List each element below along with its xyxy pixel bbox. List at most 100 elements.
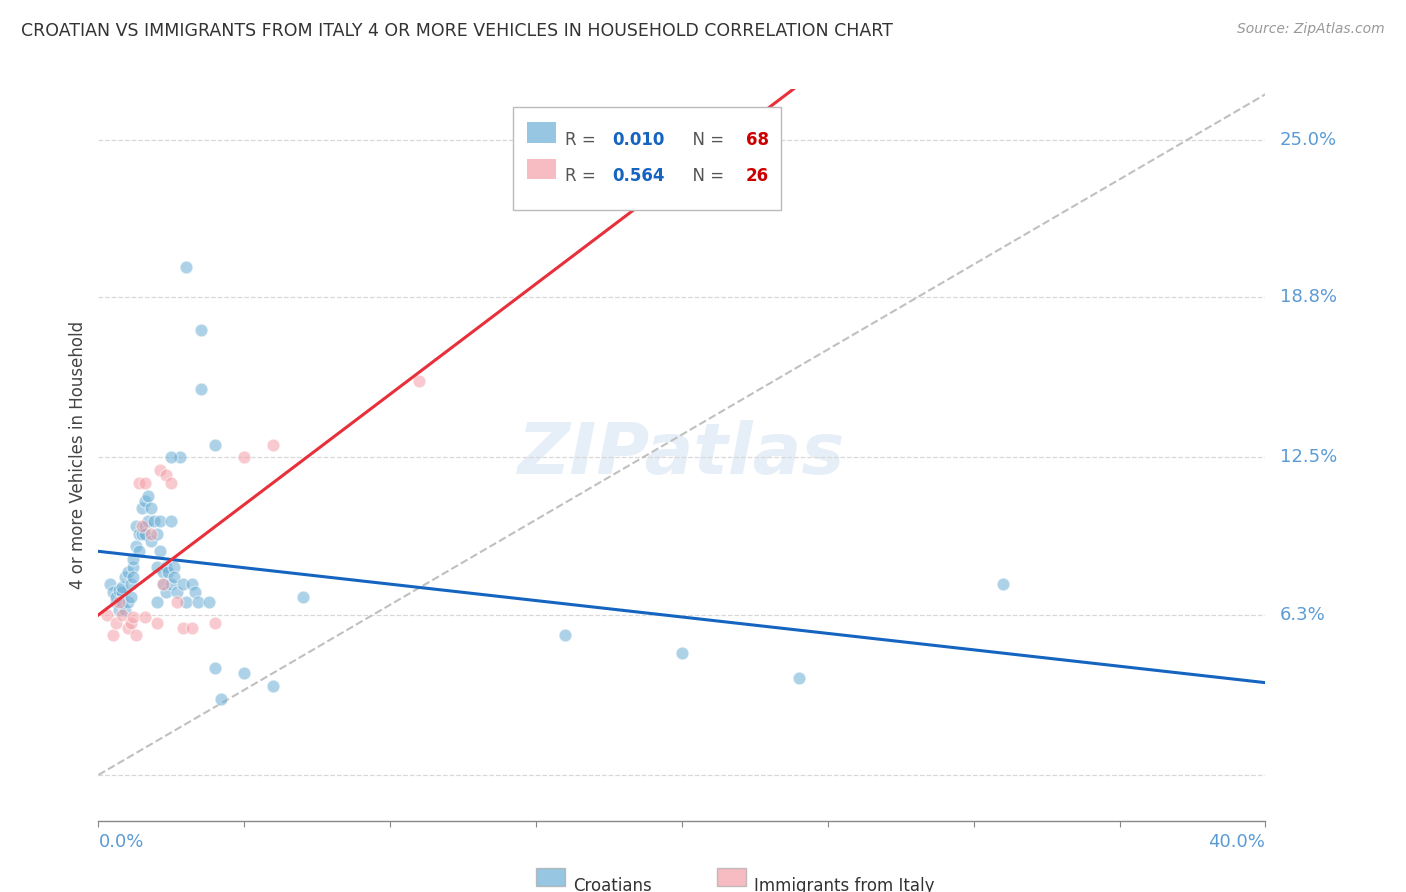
Point [163, 559, 186, 574]
Point [122, 552, 145, 566]
Point [131, 519, 153, 533]
Point [111, 580, 134, 594]
Text: 26: 26 [747, 168, 769, 186]
Point [190, 323, 212, 337]
Point [134, 519, 156, 533]
Point [554, 628, 576, 642]
Point [157, 565, 180, 579]
Text: N =: N = [682, 168, 730, 186]
Point [111, 607, 134, 622]
Point [180, 577, 202, 591]
Point [104, 595, 127, 609]
Text: Source: ZipAtlas.com: Source: ZipAtlas.com [1237, 22, 1385, 37]
Point [160, 450, 183, 465]
Point [209, 691, 232, 706]
Point [160, 577, 183, 591]
Point [155, 559, 177, 574]
Point [108, 603, 131, 617]
Point [131, 526, 153, 541]
Point [180, 621, 202, 635]
Text: N =: N = [682, 131, 730, 149]
Point [187, 595, 209, 609]
Point [125, 628, 148, 642]
Point [262, 438, 284, 452]
Point [104, 615, 127, 630]
Point [98, 577, 121, 591]
Text: ZIPatlas: ZIPatlas [519, 420, 845, 490]
Point [152, 565, 174, 579]
Point [108, 595, 131, 609]
Point [149, 463, 172, 477]
Text: 6.3%: 6.3% [1279, 606, 1326, 624]
Point [169, 450, 191, 465]
Point [117, 565, 139, 579]
Point [146, 595, 169, 609]
Point [128, 475, 150, 490]
Point [101, 628, 124, 642]
Text: Immigrants from Italy: Immigrants from Italy [754, 877, 935, 892]
Point [134, 475, 156, 490]
Text: CROATIAN VS IMMIGRANTS FROM ITALY 4 OR MORE VEHICLES IN HOUSEHOLD CORRELATION CH: CROATIAN VS IMMIGRANTS FROM ITALY 4 OR M… [21, 22, 893, 40]
FancyBboxPatch shape [527, 159, 555, 179]
Point [146, 615, 169, 630]
Point [160, 475, 183, 490]
Point [125, 539, 148, 553]
FancyBboxPatch shape [536, 868, 565, 887]
Text: Croatians: Croatians [574, 877, 652, 892]
Point [174, 595, 197, 609]
Point [142, 514, 165, 528]
Point [198, 595, 221, 609]
Point [149, 544, 172, 558]
Text: 0.564: 0.564 [612, 168, 665, 186]
Text: 25.0%: 25.0% [1279, 131, 1337, 149]
Point [122, 610, 145, 624]
Text: 0.0%: 0.0% [98, 833, 143, 851]
Point [111, 585, 134, 599]
Point [128, 526, 150, 541]
Y-axis label: 4 or more Vehicles in Household: 4 or more Vehicles in Household [69, 321, 87, 589]
Text: 18.8%: 18.8% [1279, 288, 1337, 307]
Point [96, 607, 118, 622]
FancyBboxPatch shape [513, 108, 782, 210]
Point [160, 514, 183, 528]
Point [152, 577, 174, 591]
Point [122, 570, 145, 584]
Point [163, 570, 186, 584]
Point [152, 577, 174, 591]
Point [155, 585, 177, 599]
Point [172, 621, 194, 635]
Text: 68: 68 [747, 131, 769, 149]
Point [134, 493, 156, 508]
Point [233, 450, 256, 465]
Point [166, 595, 188, 609]
Point [233, 666, 256, 681]
Point [117, 621, 139, 635]
Point [120, 615, 142, 630]
Point [204, 615, 226, 630]
Point [149, 514, 172, 528]
Point [146, 526, 169, 541]
Text: R =: R = [565, 168, 602, 186]
Point [108, 582, 131, 597]
Point [139, 526, 162, 541]
Point [155, 468, 177, 483]
FancyBboxPatch shape [717, 868, 747, 887]
Point [136, 489, 159, 503]
Point [172, 577, 194, 591]
Point [262, 679, 284, 693]
Point [128, 544, 150, 558]
Point [204, 438, 226, 452]
Point [183, 585, 205, 599]
Point [114, 603, 136, 617]
Point [120, 590, 142, 604]
Point [146, 559, 169, 574]
Point [122, 559, 145, 574]
Point [101, 585, 124, 599]
Point [111, 595, 134, 609]
Point [671, 646, 693, 660]
Point [408, 374, 430, 388]
Point [134, 526, 156, 541]
Point [174, 260, 197, 274]
Point [787, 672, 810, 686]
Point [190, 382, 212, 396]
